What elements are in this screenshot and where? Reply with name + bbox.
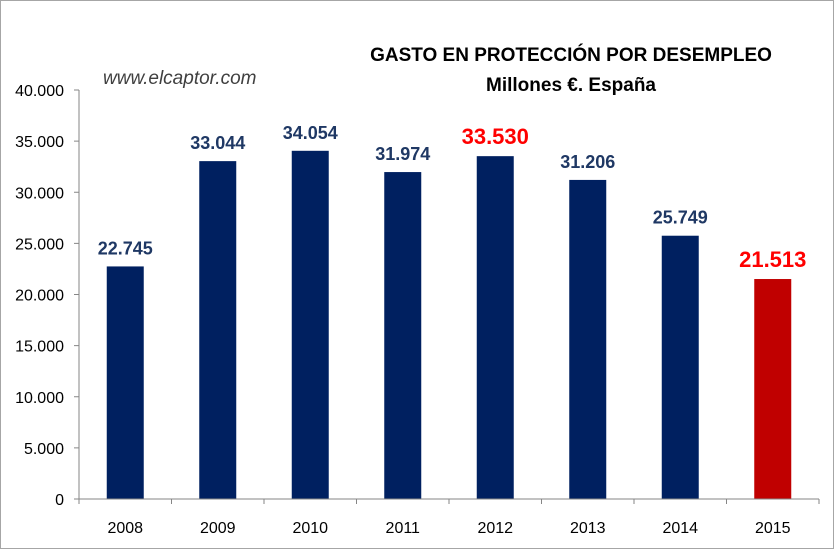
bars-group (106, 150, 792, 500)
bar (291, 150, 329, 499)
y-tick-label: 25.000 (15, 236, 64, 253)
x-axis: 2008 2009 2010 2011 2012 2013 2014 2015 (78, 498, 820, 537)
data-label: 21.513 (739, 247, 806, 272)
data-label: 22.745 (98, 238, 153, 258)
y-axis: 0 5.000 10.000 15.000 20.000 25.000 30.000 35.0… (15, 83, 80, 509)
data-label: 33.044 (190, 133, 245, 153)
data-label: 31.974 (375, 144, 430, 164)
y-tick-label: 20.000 (15, 288, 64, 305)
x-tick-label: 2015 (755, 520, 791, 537)
chart-title: GASTO EN PROTECCIÓN POR DESEMPLEO (370, 44, 772, 66)
x-tick-label: 2010 (292, 520, 328, 537)
x-tick-label: 2009 (200, 520, 236, 537)
y-tick-label: 15.000 (15, 339, 64, 356)
chart-subtitle: Millones €. España (486, 75, 656, 96)
data-labels-group: 22.745 33.044 34.054 31.974 33.530 31.206 25.7… (98, 123, 807, 272)
bar (661, 235, 699, 499)
x-tick-label: 2012 (477, 520, 513, 537)
y-tick-label: 35.000 (15, 134, 64, 151)
data-label: 25.749 (653, 208, 708, 228)
y-tick-label: 5.000 (24, 441, 64, 458)
bar (476, 156, 514, 499)
watermark-text: www.elcaptor.com (103, 68, 256, 89)
bar (199, 161, 237, 499)
data-label: 33.530 (462, 124, 529, 149)
x-tick-label: 2013 (570, 520, 606, 537)
x-tick-label: 2008 (107, 520, 143, 537)
x-tick-label: 2014 (662, 520, 698, 537)
data-label: 31.206 (560, 152, 615, 172)
y-tick-label: 0 (55, 492, 64, 509)
bar (754, 279, 792, 499)
y-tick-label: 30.000 (15, 185, 64, 202)
bar (569, 179, 607, 500)
bar (106, 266, 144, 499)
y-tick-label: 40.000 (15, 83, 64, 100)
bar (384, 172, 422, 499)
data-label: 34.054 (283, 123, 338, 143)
y-tick-label: 10.000 (15, 390, 64, 407)
x-tick-label: 2011 (386, 520, 421, 537)
